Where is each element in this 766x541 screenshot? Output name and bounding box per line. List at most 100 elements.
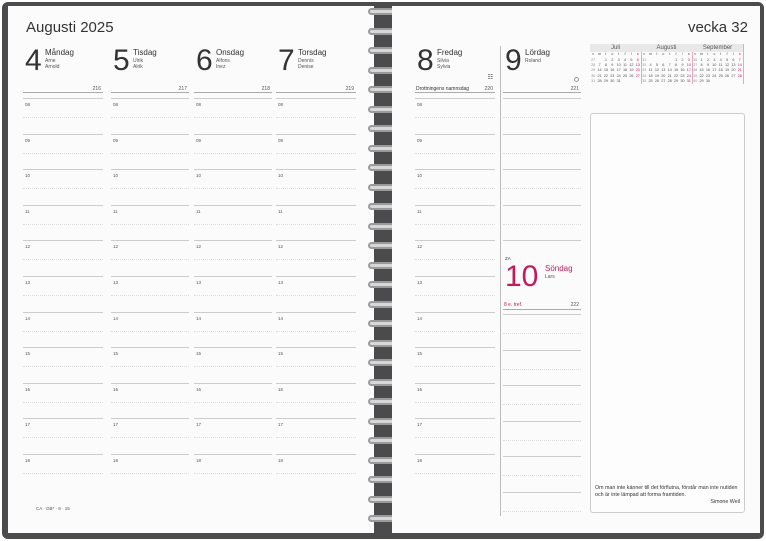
mini-day[interactable]: 27	[731, 73, 736, 78]
mini-day[interactable]: 16	[680, 68, 685, 73]
hour-row[interactable]: 08	[111, 98, 189, 134]
mini-day[interactable]: 13	[661, 68, 666, 73]
mini-day[interactable]: 19	[654, 73, 660, 78]
hour-row[interactable]: 15	[415, 347, 495, 383]
mini-day[interactable]: 22	[699, 73, 704, 78]
mini-day[interactable]: 17	[686, 68, 691, 73]
mini-day[interactable]: 15	[699, 68, 704, 73]
mini-day[interactable]: 8	[604, 62, 607, 67]
hour-row[interactable]: 18	[111, 453, 189, 490]
mini-day[interactable]: 4	[649, 62, 652, 67]
hour-row[interactable]: 12	[23, 240, 103, 276]
hour-row[interactable]: 11	[276, 204, 356, 241]
hour-row[interactable]	[503, 491, 581, 528]
mini-day[interactable]: 11	[718, 62, 723, 67]
mini-day[interactable]: 31	[686, 79, 691, 84]
mini-day[interactable]: 23	[680, 73, 685, 78]
mini-day[interactable]: 30	[705, 79, 711, 84]
mini-day[interactable]: 4	[624, 57, 627, 62]
mini-day[interactable]: 27	[635, 73, 640, 78]
mini-day[interactable]: 9	[706, 62, 709, 67]
hour-row[interactable]: 11	[111, 204, 189, 241]
hour-row[interactable]: 08	[194, 98, 272, 134]
mini-day[interactable]	[737, 79, 743, 84]
mini-day[interactable]: 24	[616, 73, 621, 78]
mini-day[interactable]: 26	[629, 73, 634, 78]
hour-row[interactable]: 10	[194, 169, 272, 205]
hour-row[interactable]: 10	[415, 169, 495, 205]
mini-day[interactable]: 25	[718, 73, 723, 78]
mini-day[interactable]: 4	[719, 57, 722, 62]
mini-day[interactable]: 29	[673, 79, 679, 84]
hour-row[interactable]: 16	[23, 382, 103, 419]
mini-day[interactable]: 30	[680, 79, 685, 84]
mini-day[interactable]: 14	[737, 62, 742, 67]
hour-row[interactable]	[503, 240, 581, 258]
hour-row[interactable]: 12	[415, 240, 495, 276]
mini-day[interactable]: 9	[681, 62, 684, 67]
hour-row[interactable]	[503, 98, 581, 134]
mini-day[interactable]: 17	[712, 68, 717, 73]
hour-row[interactable]: 09	[194, 133, 272, 170]
hour-row[interactable]: 16	[415, 382, 495, 419]
hour-row[interactable]	[503, 420, 581, 457]
hour-row[interactable]: 13	[415, 275, 495, 312]
hour-row[interactable]	[503, 204, 581, 241]
mini-day[interactable]: 10	[712, 62, 717, 67]
mini-day[interactable]: 29	[699, 79, 704, 84]
mini-day[interactable]: 13	[731, 62, 736, 67]
mini-day[interactable]: 19	[724, 68, 730, 73]
mini-day[interactable]: 7	[598, 62, 601, 67]
hour-row[interactable]: 17	[194, 418, 272, 454]
hour-row[interactable]	[503, 133, 581, 170]
hour-row[interactable]: 13	[23, 275, 103, 312]
mini-day[interactable]: 10	[686, 62, 691, 67]
hour-row[interactable]: 13	[276, 275, 356, 312]
mini-day[interactable]: 6	[662, 62, 665, 67]
mini-day[interactable]: 14	[597, 68, 602, 73]
hour-row[interactable]: 10	[23, 169, 103, 205]
mini-day[interactable]: 16	[705, 68, 711, 73]
mini-day[interactable]: 20	[661, 73, 666, 78]
hour-row[interactable]	[503, 385, 581, 421]
mini-day[interactable]: 27	[661, 79, 666, 84]
mini-day[interactable]: 5	[655, 62, 658, 67]
hour-row[interactable]: 17	[276, 418, 356, 454]
mini-day[interactable]: 16	[610, 68, 615, 73]
hour-row[interactable]: 10	[111, 169, 189, 205]
mini-day[interactable]: 2	[611, 57, 614, 62]
mini-day[interactable]: 5	[726, 57, 729, 62]
hour-row[interactable]: 17	[111, 418, 189, 454]
mini-day[interactable]: 20	[731, 68, 736, 73]
mini-day[interactable]: 28	[737, 73, 742, 78]
mini-day[interactable]: 10	[616, 62, 621, 67]
hour-row[interactable]: 13	[194, 275, 272, 312]
hour-row[interactable]: 18	[194, 453, 272, 490]
mini-day[interactable]: 1	[675, 57, 678, 62]
mini-day[interactable]: 26	[724, 73, 730, 78]
hour-row[interactable]: 11	[194, 204, 272, 241]
hour-row[interactable]: 14	[194, 311, 272, 348]
hour-row[interactable]: 14	[276, 311, 356, 348]
mini-day[interactable]: 8	[700, 62, 703, 67]
hour-row[interactable]: 18	[415, 453, 495, 490]
mini-day[interactable]: 7	[668, 62, 671, 67]
hour-row[interactable]: 15	[111, 347, 189, 383]
mini-day[interactable]: 14	[667, 68, 672, 73]
mini-day[interactable]: 18	[718, 68, 723, 73]
mini-day[interactable]: 6	[636, 57, 639, 62]
mini-day[interactable]: 18	[648, 73, 653, 78]
mini-day[interactable]: 11	[623, 62, 628, 67]
notes-box[interactable]: Om man inte känner till det förflutna, f…	[590, 113, 745, 513]
hour-row[interactable]: 17	[415, 418, 495, 454]
hour-row[interactable]: 09	[415, 133, 495, 170]
hour-row[interactable]	[503, 349, 581, 386]
mini-day[interactable]: 29	[603, 79, 609, 84]
mini-day[interactable]: 22	[673, 73, 679, 78]
hour-row[interactable]: 08	[415, 98, 495, 134]
mini-day[interactable]: 23	[705, 73, 711, 78]
hour-row[interactable]	[503, 314, 581, 350]
mini-day[interactable]: 23	[610, 73, 615, 78]
hour-row[interactable]: 15	[276, 347, 356, 383]
mini-day[interactable]: 7	[738, 57, 741, 62]
